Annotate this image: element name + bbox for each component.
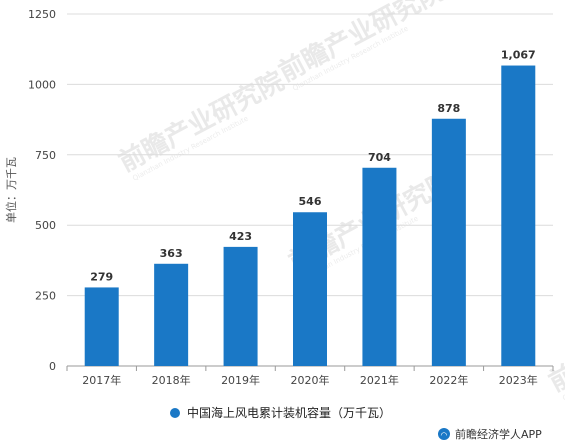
data-label: 279: [90, 270, 113, 283]
x-axis: 2017年 2018年 2019年 2020年 2021年 2022年 2023年: [66, 366, 554, 387]
y-tick-label: 250: [35, 290, 56, 303]
footer-brand: 前瞻经济学人APP: [455, 427, 542, 441]
y-tick-label: 500: [35, 219, 56, 232]
data-label: 878: [437, 102, 460, 115]
legend-marker: [170, 408, 180, 418]
data-label: 546: [299, 195, 322, 208]
bar: [223, 246, 258, 366]
x-tick-label: 2023年: [499, 373, 538, 387]
y-axis-label: 单位：万千瓦: [4, 157, 18, 223]
bars: [84, 65, 536, 366]
x-tick-label: 2021年: [360, 373, 399, 387]
data-label: 423: [229, 230, 252, 243]
footer: ◠ 前瞻经济学人APP: [438, 427, 542, 441]
bar: [362, 167, 397, 366]
data-label: 363: [160, 247, 183, 260]
bar: [293, 212, 327, 366]
bar: [84, 287, 119, 366]
brand-logo-glyph: ◠: [441, 431, 447, 440]
legend-label: 中国海上风电累计装机容量（万千瓦）: [187, 405, 391, 420]
x-tick-label: 2022年: [429, 373, 468, 387]
y-tick-label: 1250: [28, 8, 56, 21]
data-labels: 279 363 423 546 704 878 1,067: [90, 49, 535, 284]
x-tick-label: 2020年: [291, 373, 330, 387]
bar: [501, 65, 536, 366]
watermark-text: 前瞻产业研究院: [544, 285, 565, 398]
legend: 中国海上风电累计装机容量（万千瓦）: [170, 405, 391, 420]
bar: [154, 263, 189, 366]
brand-logo-icon: [438, 428, 450, 440]
x-tick-label: 2017年: [82, 373, 121, 387]
y-axis: 0 250 500 750 1000 1250: [28, 8, 56, 373]
x-tick-label: 2019年: [221, 373, 260, 387]
watermark-text: 前瞻产业研究院: [274, 0, 449, 88]
data-label: 1,067: [501, 49, 536, 62]
y-tick-label: 750: [35, 149, 56, 162]
y-tick-label: 0: [49, 360, 56, 373]
bar: [431, 118, 466, 366]
y-tick-label: 1000: [28, 78, 56, 91]
watermark-text: 前瞻产业研究院: [114, 65, 289, 178]
data-label: 704: [368, 151, 391, 164]
x-tick-label: 2018年: [152, 373, 191, 387]
